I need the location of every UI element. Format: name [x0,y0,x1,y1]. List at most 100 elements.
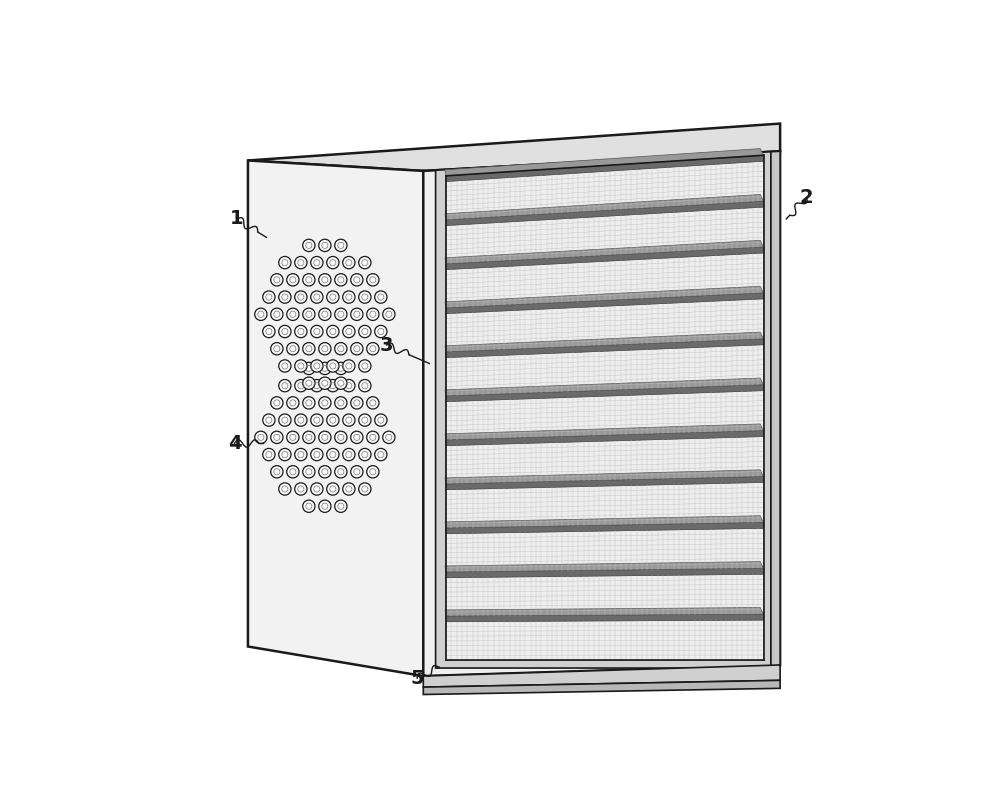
Circle shape [319,239,331,252]
Polygon shape [445,240,764,264]
Circle shape [271,343,283,355]
Circle shape [343,291,355,303]
Circle shape [351,308,363,320]
Circle shape [311,360,323,372]
Circle shape [263,414,275,426]
Circle shape [303,274,315,286]
Circle shape [359,291,371,303]
Circle shape [343,360,355,372]
Circle shape [295,414,307,426]
Circle shape [271,397,283,409]
Polygon shape [446,299,764,352]
Circle shape [319,308,331,320]
Circle shape [375,414,387,426]
Polygon shape [446,574,764,616]
Circle shape [335,431,347,443]
Polygon shape [445,194,764,220]
Circle shape [375,291,387,303]
Text: 2: 2 [800,188,813,207]
Circle shape [279,380,291,392]
Polygon shape [446,339,764,358]
Circle shape [263,325,275,338]
Circle shape [311,256,323,268]
Circle shape [319,466,331,478]
Circle shape [295,256,307,268]
Polygon shape [446,391,764,440]
Polygon shape [445,515,764,528]
Circle shape [279,360,291,372]
Polygon shape [445,149,764,176]
Circle shape [335,308,347,320]
Polygon shape [446,483,764,528]
Circle shape [303,343,315,355]
Text: 4: 4 [228,434,241,453]
Circle shape [311,380,323,392]
Circle shape [359,448,371,461]
Circle shape [311,483,323,495]
Circle shape [319,274,331,286]
Circle shape [383,308,395,320]
Circle shape [303,308,315,320]
Circle shape [295,360,307,372]
Circle shape [367,343,379,355]
Polygon shape [445,607,764,616]
Circle shape [367,431,379,443]
Circle shape [335,377,347,389]
Circle shape [279,414,291,426]
Circle shape [367,466,379,478]
Circle shape [359,380,371,392]
Polygon shape [445,470,764,484]
Circle shape [327,448,339,461]
Polygon shape [445,332,764,352]
Circle shape [279,291,291,303]
Polygon shape [445,286,764,308]
Circle shape [303,397,315,409]
Polygon shape [446,293,764,314]
Polygon shape [423,681,780,694]
Circle shape [335,274,347,286]
Circle shape [319,362,331,375]
Circle shape [303,431,315,443]
Circle shape [263,291,275,303]
Circle shape [343,256,355,268]
Circle shape [279,448,291,461]
Polygon shape [446,247,764,269]
Circle shape [335,362,347,375]
Polygon shape [436,152,771,668]
Polygon shape [446,253,764,308]
Circle shape [271,466,283,478]
Polygon shape [445,562,764,572]
Circle shape [255,308,267,320]
Circle shape [335,397,347,409]
Polygon shape [446,614,764,622]
Circle shape [311,448,323,461]
Circle shape [367,274,379,286]
Circle shape [335,500,347,512]
Circle shape [319,397,331,409]
Circle shape [319,500,331,512]
Polygon shape [446,345,764,396]
Circle shape [295,448,307,461]
Circle shape [375,325,387,338]
Circle shape [271,431,283,443]
Circle shape [359,360,371,372]
Circle shape [319,377,331,389]
Circle shape [319,431,331,443]
Circle shape [351,431,363,443]
Circle shape [295,483,307,495]
Polygon shape [423,151,780,676]
Polygon shape [446,568,764,578]
Polygon shape [446,384,764,402]
Circle shape [287,431,299,443]
Circle shape [327,256,339,268]
Polygon shape [423,665,780,687]
Circle shape [359,325,371,338]
Circle shape [327,380,339,392]
Circle shape [327,483,339,495]
Circle shape [287,397,299,409]
Circle shape [327,291,339,303]
Circle shape [343,448,355,461]
Circle shape [295,380,307,392]
Circle shape [327,325,339,338]
Circle shape [295,325,307,338]
